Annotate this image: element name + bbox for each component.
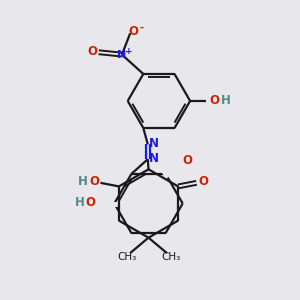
Text: H: H — [78, 175, 88, 188]
Text: O: O — [183, 154, 193, 167]
Text: O: O — [199, 175, 209, 188]
Text: CH₃: CH₃ — [117, 252, 136, 262]
Text: O: O — [89, 175, 99, 188]
Text: O: O — [85, 196, 96, 209]
Text: O: O — [129, 25, 139, 38]
Text: N: N — [149, 152, 159, 165]
Text: N: N — [149, 137, 159, 150]
Text: N: N — [117, 50, 127, 60]
Text: H: H — [75, 196, 85, 209]
Text: CH₃: CH₃ — [161, 252, 180, 262]
Text: -: - — [140, 23, 143, 33]
Text: O: O — [87, 45, 97, 58]
Text: +: + — [124, 46, 132, 56]
Text: O: O — [210, 94, 220, 107]
Text: H: H — [221, 94, 231, 107]
